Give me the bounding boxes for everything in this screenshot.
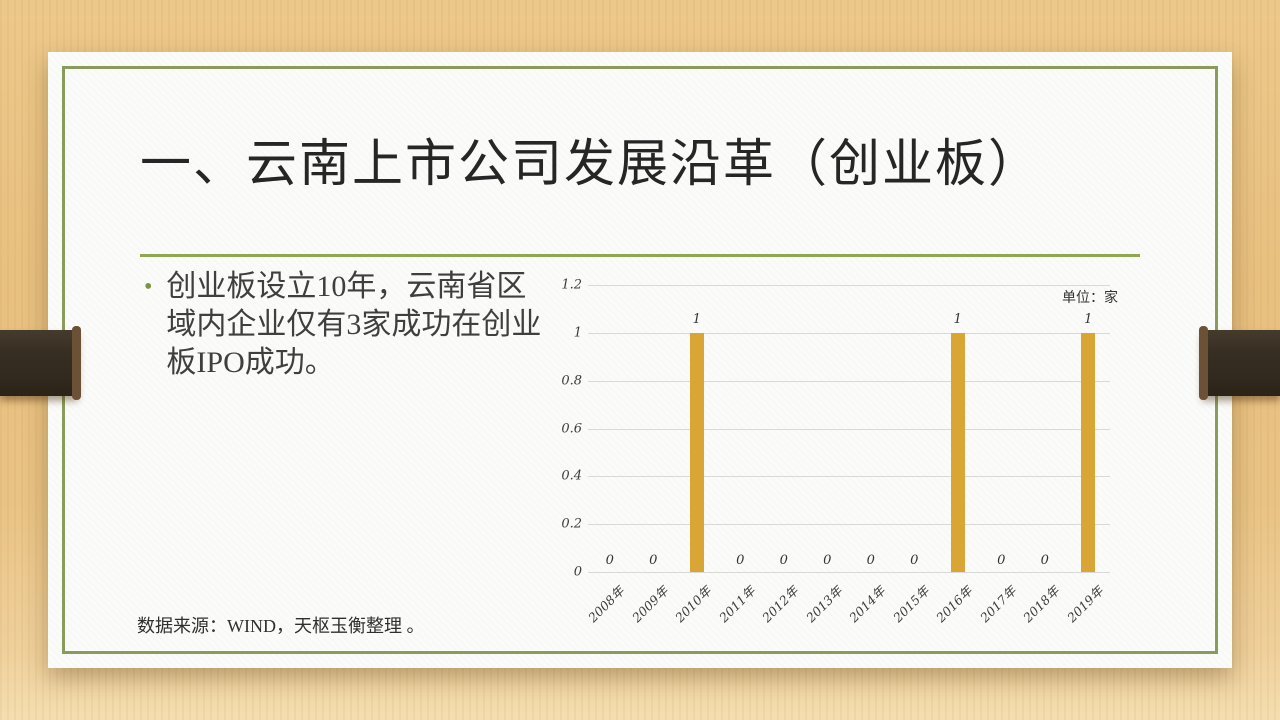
title-divider [140, 254, 1140, 257]
x-tick-label: 2017年 [977, 583, 1019, 626]
gridline [588, 285, 1110, 286]
bar [689, 332, 704, 572]
bar-value-label: 0 [1040, 553, 1049, 568]
gridline [588, 476, 1110, 478]
bar-value-label: 1 [1084, 311, 1093, 327]
bar-value-label: 1 [953, 311, 962, 327]
bullet-dot: • [144, 274, 153, 300]
y-tick-label: 0.2 [561, 516, 582, 532]
x-tick-label: 2015年 [890, 583, 932, 626]
bar [950, 332, 965, 572]
x-tick-label: 2019年 [1064, 583, 1106, 626]
bar-value-label: 0 [736, 553, 745, 568]
left-ribbon-decoration [0, 326, 81, 400]
data-source: 数据来源：WIND，天枢玉衡整理 。 [137, 616, 425, 636]
bullet-item: • 创业板设立10年，云南省区域内企业仅有3家成功在创业板IPO成功。 [144, 268, 552, 382]
x-tick-label: 2008年 [585, 583, 628, 626]
bar-chart: 单位：家 0 2008年 0 2009年 1 2010年 0 2011年 0 2012年 0 2013… [548, 278, 1120, 638]
x-tick-label: 2010年 [672, 583, 715, 626]
gridline [588, 572, 1110, 573]
gridline [588, 524, 1110, 526]
x-tick-label: 2014年 [846, 583, 889, 626]
gridline [588, 380, 1110, 382]
bar-value-label: 0 [866, 553, 875, 568]
x-tick-label: 2018年 [1020, 583, 1063, 626]
slide: 一、云南上市公司发展沿革（创业板） • 创业板设立10年，云南省区域内企业仅有3… [48, 52, 1232, 668]
bullet-text: 创业板设立10年，云南省区域内企业仅有3家成功在创业板IPO成功。 [166, 270, 542, 379]
y-tick-label: 0.8 [561, 373, 582, 389]
x-tick-label: 2009年 [629, 583, 671, 626]
bar-value-label: 0 [823, 553, 832, 568]
bar-value-label: 0 [605, 553, 614, 568]
bar-value-label: 0 [997, 553, 1006, 568]
chart-plot-area: 0 2008年 0 2009年 1 2010年 0 2011年 0 2012年 0 2013年 0 201… [586, 285, 1110, 625]
right-ribbon-decoration [1199, 326, 1280, 400]
x-tick-label: 2013年 [803, 583, 845, 626]
bar-value-label: 1 [692, 311, 701, 327]
y-tick-label: 1 [573, 325, 582, 341]
bar-value-label: 0 [649, 553, 658, 568]
gridline [588, 332, 1110, 334]
page-title: 一、云南上市公司发展沿革（创业板） [140, 137, 1042, 193]
x-tick-label: 2011年 [716, 583, 758, 626]
y-tick-label: 0.6 [561, 421, 582, 436]
x-tick-label: 2012年 [759, 583, 802, 626]
x-tick-label: 2016年 [933, 583, 976, 626]
bar-value-label: 0 [910, 553, 919, 568]
bar [1081, 332, 1096, 572]
bar-value-label: 0 [779, 553, 788, 568]
gridline [588, 428, 1110, 430]
y-tick-label: 0 [573, 564, 582, 580]
y-tick-label: 1.2 [561, 277, 582, 293]
y-tick-label: 0.4 [561, 468, 582, 484]
chart-unit-label: 单位：家 [1062, 291, 1118, 306]
